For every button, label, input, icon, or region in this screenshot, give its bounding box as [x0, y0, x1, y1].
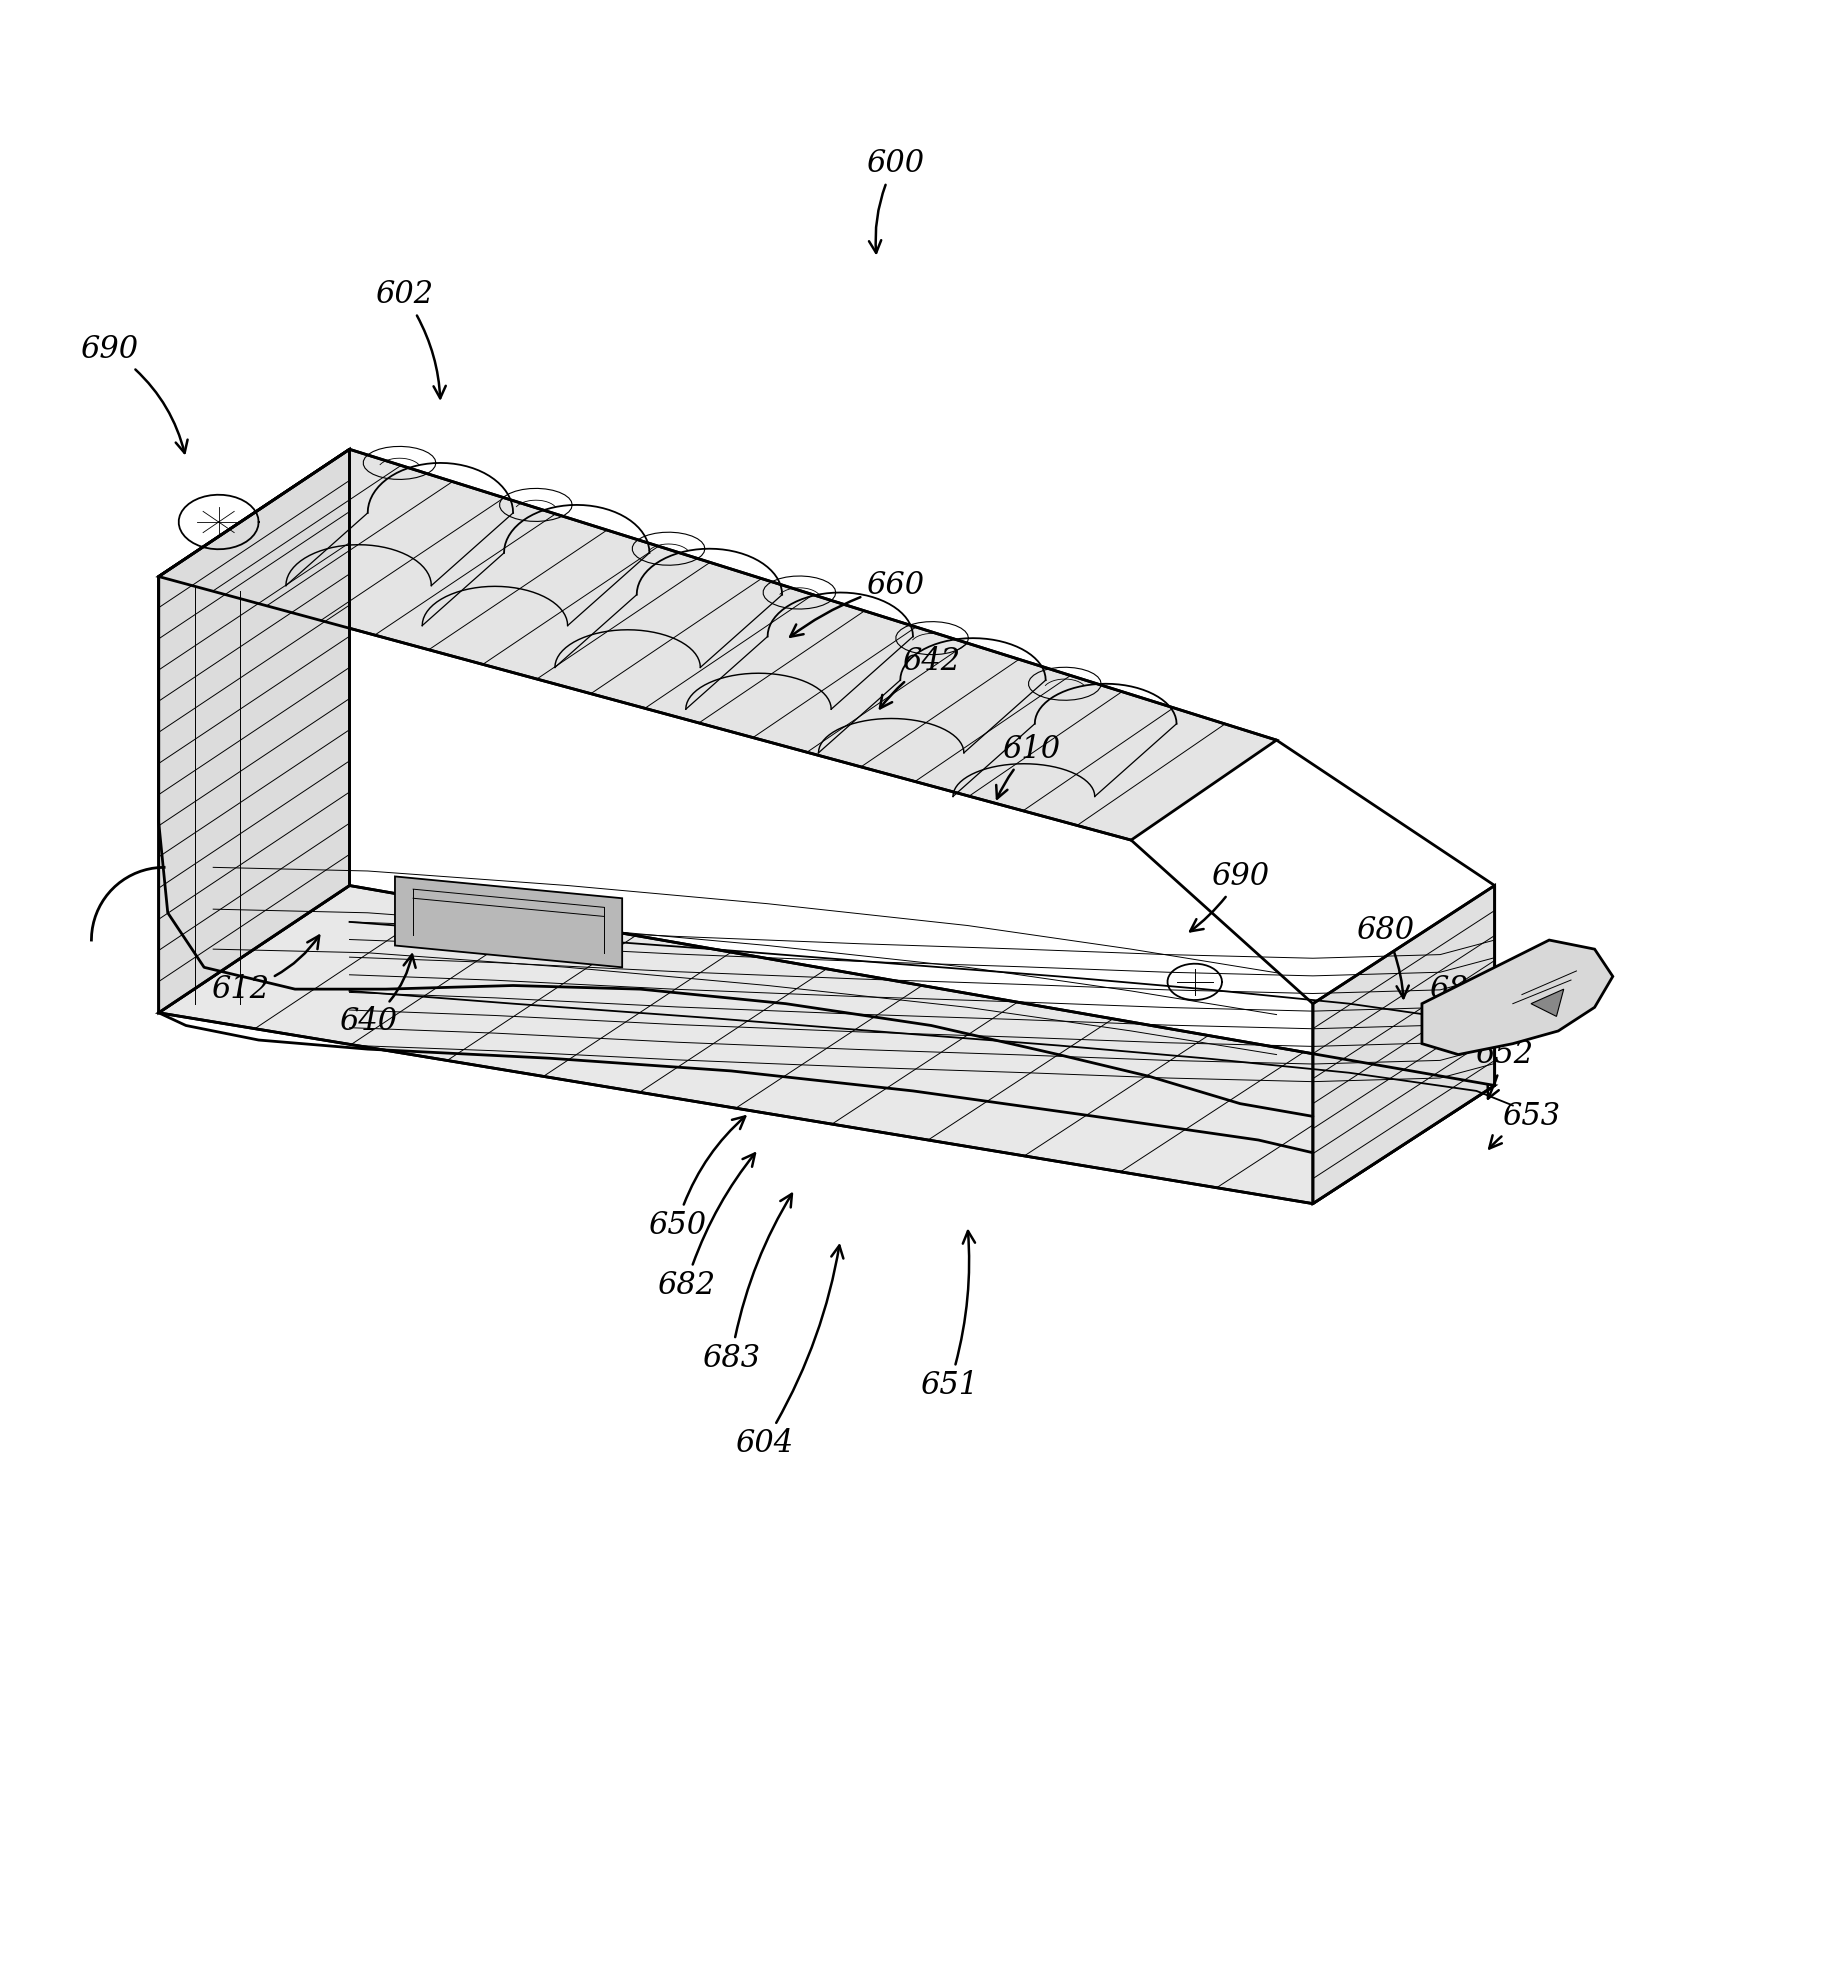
Text: 604: 604: [734, 1246, 844, 1459]
Polygon shape: [159, 449, 349, 1013]
Text: 640: 640: [338, 954, 416, 1037]
Text: 651: 651: [920, 1232, 979, 1401]
Text: 660: 660: [791, 570, 924, 637]
Text: 682: 682: [657, 1153, 754, 1301]
Text: 612: 612: [212, 936, 320, 1005]
Polygon shape: [1530, 989, 1563, 1017]
Polygon shape: [394, 877, 623, 968]
Polygon shape: [159, 885, 1495, 1204]
Text: 683: 683: [703, 1194, 792, 1374]
Text: 600: 600: [866, 148, 924, 252]
Text: 690: 690: [80, 333, 188, 453]
Text: 602: 602: [374, 280, 446, 398]
Polygon shape: [1422, 940, 1612, 1054]
Text: 610: 610: [997, 733, 1061, 798]
Polygon shape: [159, 449, 1276, 840]
Text: 681: 681: [1430, 974, 1488, 1045]
Polygon shape: [1313, 885, 1495, 1204]
Text: 653: 653: [1490, 1102, 1559, 1149]
Text: 642: 642: [880, 646, 960, 708]
Text: 690: 690: [1191, 861, 1269, 932]
Text: 650: 650: [648, 1116, 745, 1242]
Text: 652: 652: [1475, 1039, 1532, 1098]
Text: 680: 680: [1357, 915, 1415, 997]
